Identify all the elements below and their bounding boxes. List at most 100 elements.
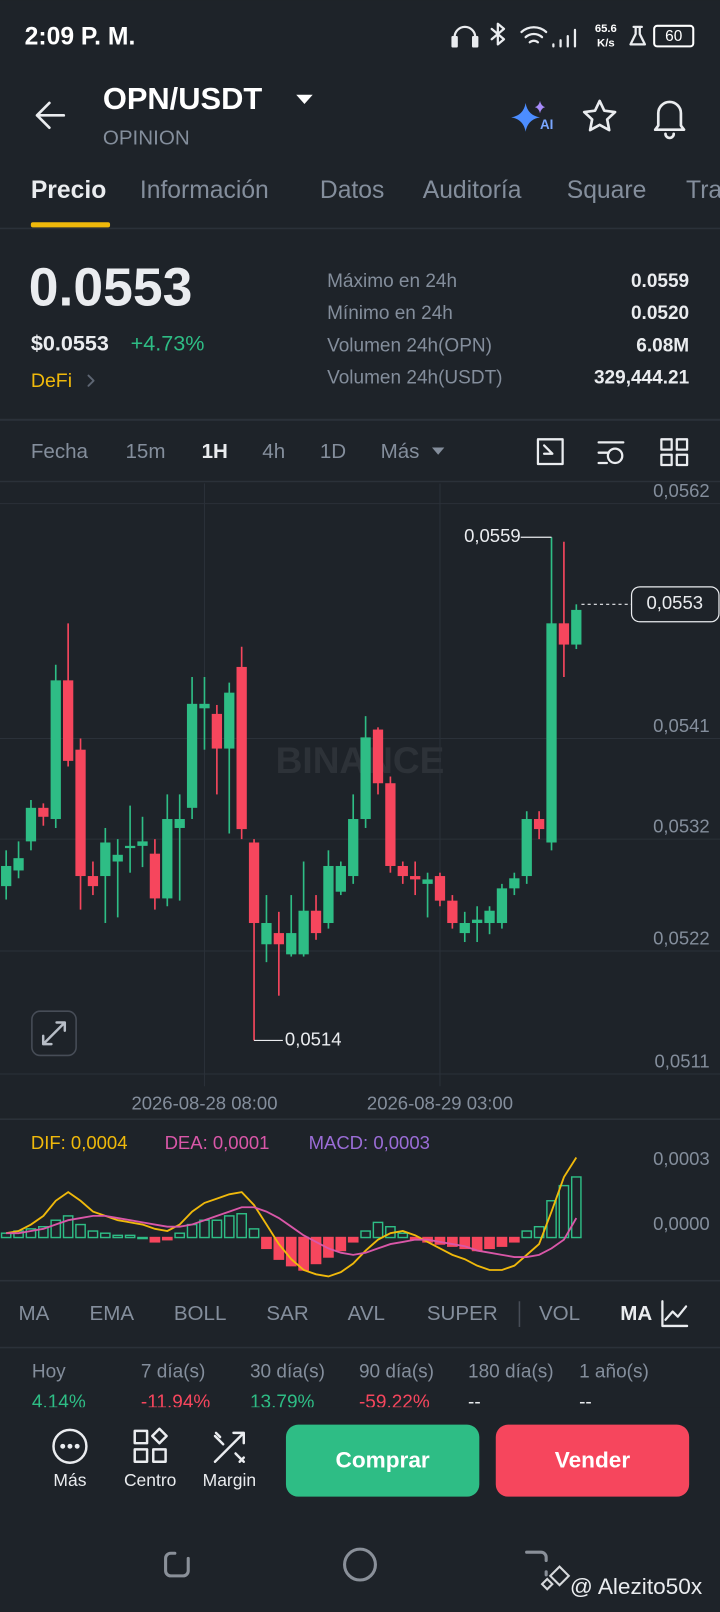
stat-label: Máximo en 24h <box>327 271 457 292</box>
indicator-settings[interactable] <box>661 1300 689 1328</box>
macd-bar <box>508 1236 520 1243</box>
indicator-tab[interactable]: MA <box>19 1302 50 1325</box>
candle-body <box>385 783 396 866</box>
indicator-tab[interactable]: BOLL <box>174 1302 227 1325</box>
macd-bar <box>570 1176 582 1239</box>
candle-body <box>558 623 570 645</box>
candle-body <box>372 729 384 784</box>
period-label: 180 día(s) <box>468 1361 554 1382</box>
stat-value: 329,444.21 <box>594 368 690 389</box>
candle-body <box>63 680 74 761</box>
macd-bar <box>285 1236 297 1267</box>
nav-bar[interactable] <box>164 1547 548 1582</box>
indicator-tab[interactable]: EMA <box>89 1302 134 1325</box>
alert-button[interactable] <box>653 100 686 140</box>
tab[interactable]: Información <box>140 177 269 204</box>
indicator-tab[interactable]: SUPER <box>427 1302 498 1325</box>
fullscreen-button[interactable] <box>31 1010 77 1057</box>
indicator-tab[interactable]: SAR <box>266 1302 308 1325</box>
period-label: Hoy <box>32 1361 66 1382</box>
timeframe[interactable]: Más <box>381 440 420 463</box>
last-price-box <box>630 586 720 623</box>
indicator-tab[interactable]: VOL <box>539 1302 580 1325</box>
macd-bar <box>496 1236 508 1247</box>
stat-value: 0.0520 <box>631 303 689 324</box>
macd-bar <box>248 1228 260 1239</box>
candle-body <box>434 876 446 901</box>
candle-body <box>137 841 148 846</box>
candle-body <box>472 919 483 924</box>
period-label: 7 día(s) <box>141 1361 205 1382</box>
candle-body <box>50 680 61 820</box>
favorite-button[interactable] <box>582 99 617 132</box>
y-tick-label: 0,0562 <box>653 480 710 501</box>
candle-body <box>298 910 309 955</box>
macd-line <box>6 1206 578 1258</box>
tab[interactable]: Datos <box>320 177 384 204</box>
ai-button[interactable]: AI <box>511 100 553 132</box>
x-tick-label: 2026-08-28 08:00 <box>131 1093 277 1114</box>
sector-tag[interactable]: DeFi <box>31 370 72 392</box>
pair-title[interactable]: OPN/USDT <box>103 81 263 116</box>
action-label[interactable]: Margin <box>203 1470 256 1490</box>
stat-value: 6.08M <box>636 335 689 356</box>
macd-bar <box>360 1230 371 1239</box>
indicator-tab[interactable]: MA <box>620 1302 652 1325</box>
pair-dropdown[interactable] <box>296 94 313 104</box>
stat-label: Volumen 24h(OPN) <box>327 335 492 356</box>
macd-bar <box>124 1234 136 1239</box>
candle-body <box>149 853 161 899</box>
chart-tools[interactable] <box>536 438 689 467</box>
timeframe[interactable]: 1D <box>320 440 346 463</box>
more-dropdown[interactable] <box>432 447 445 455</box>
back-button[interactable] <box>35 101 66 129</box>
macd-bar <box>87 1230 99 1239</box>
candle-body <box>323 865 334 924</box>
usd-price: $0.0553 <box>31 330 109 355</box>
candle-body <box>397 865 408 877</box>
action-label[interactable]: Más <box>53 1470 86 1490</box>
candle-body <box>447 900 458 924</box>
macd-bar <box>335 1236 347 1252</box>
sector-chevron <box>87 374 95 387</box>
period-label: 90 día(s) <box>359 1361 434 1382</box>
macd-chart: 0,0003 0,0000 DIF: 0,0004 DEA: 0,0001 MACD: … <box>0 1132 710 1278</box>
indicator-tab[interactable]: AVL <box>348 1302 385 1325</box>
macd-bar <box>447 1236 458 1247</box>
candle-body <box>25 807 37 842</box>
action-label[interactable]: Centro <box>124 1470 176 1490</box>
x-tick-label: 2026-08-29 03:00 <box>367 1093 513 1114</box>
action-icons <box>52 1427 246 1464</box>
tab[interactable]: Auditoría <box>423 177 522 204</box>
status-icons <box>451 22 647 48</box>
candle-body <box>509 878 520 889</box>
macd-bar <box>484 1236 495 1250</box>
sell-button[interactable] <box>495 1424 690 1497</box>
timeframe[interactable]: 4h <box>262 440 285 463</box>
candle-body <box>1 865 12 887</box>
tab[interactable]: Precio <box>31 177 106 204</box>
tab[interactable]: Tra <box>686 177 720 204</box>
buy-button[interactable] <box>285 1424 480 1497</box>
macd-bar <box>211 1219 223 1239</box>
tab[interactable]: Square <box>567 177 647 204</box>
candle-body <box>100 842 111 877</box>
candle-body <box>174 819 185 828</box>
y-tick-label: 0,0532 <box>653 816 710 837</box>
macd-line <box>6 1156 578 1278</box>
candle-body <box>459 923 470 934</box>
candle-body <box>236 666 247 830</box>
candle-body <box>484 910 495 924</box>
sell-label[interactable]: Vender <box>555 1448 631 1473</box>
macd-bar <box>161 1236 173 1241</box>
timeframe[interactable]: 1H <box>202 440 228 463</box>
legend-entry: MACD: 0,0003 <box>309 1132 430 1153</box>
divider <box>0 418 720 421</box>
buy-label[interactable]: Comprar <box>336 1448 430 1473</box>
timeframe[interactable]: 15m <box>125 440 165 463</box>
period-label: 30 día(s) <box>250 1361 325 1382</box>
candle-body <box>87 876 99 887</box>
candle-body <box>533 819 545 830</box>
candle-body <box>261 923 272 945</box>
